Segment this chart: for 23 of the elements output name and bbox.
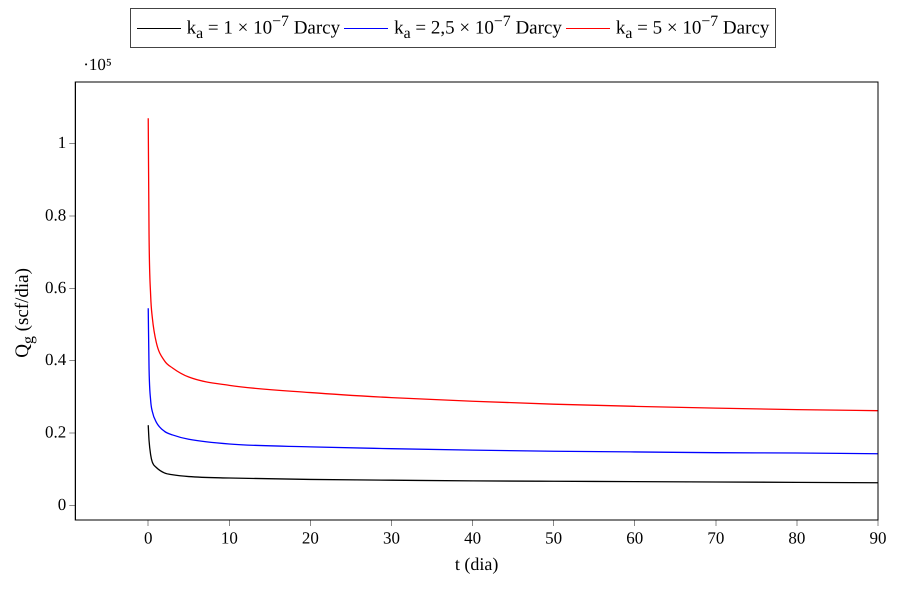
y-tick-label: 0.2 (45, 422, 66, 442)
x-tick-label: 30 (382, 528, 400, 548)
x-tick-label: 0 (144, 528, 152, 548)
line-series (148, 308, 878, 455)
x-tick-label: 60 (626, 528, 644, 548)
legend-label: k$_{a}$ = 2,5 × 10$^{−7}$ Darcy (394, 13, 562, 44)
y-tick-label: 0.8 (45, 206, 66, 225)
x-tick-label: 40 (464, 528, 482, 548)
text: ·10⁵ (83, 55, 112, 74)
x-tick-label: 70 (707, 528, 724, 548)
x-tick-label: 20 (302, 528, 319, 548)
x-axis-title: t (dia) (454, 554, 498, 574)
line-series (148, 118, 878, 412)
x-tick-label: 10 (220, 528, 238, 548)
y-tick-label: 0.4 (45, 350, 67, 370)
y-tick-label: 0 (58, 495, 66, 514)
y-tick-label: 1 (58, 133, 66, 152)
x-tick-label: 50 (545, 528, 562, 548)
legend-label: k$_{a}$ = 5 × 10$^{−7}$ Darcy (616, 13, 770, 44)
legend-label: k$_{a}$ = 1 × 10$^{−7}$ Darcy (186, 13, 340, 44)
x-tick-label: 90 (870, 528, 886, 548)
x-tick-label: 80 (788, 528, 806, 548)
y-tick-label: 0.6 (45, 278, 66, 297)
